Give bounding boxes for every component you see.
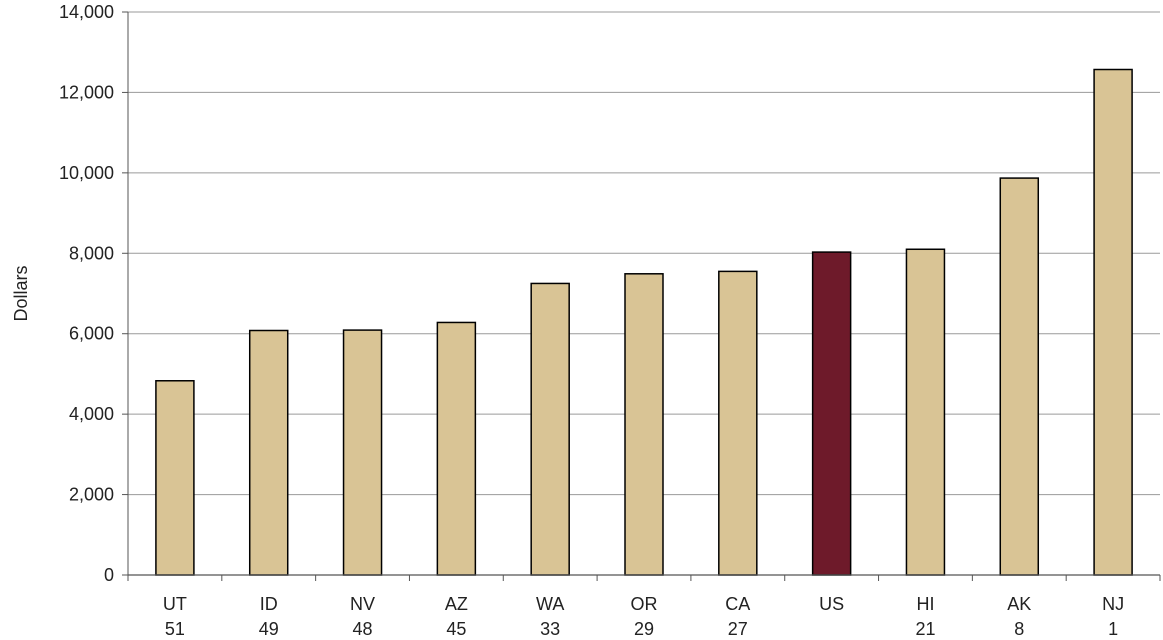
y-tick-label: 8,000	[69, 243, 114, 263]
y-axis-title: Dollars	[11, 265, 31, 321]
x-tick-label: AZ	[445, 594, 468, 614]
bar-ak	[999, 177, 1040, 576]
x-rank-label: 1	[1108, 619, 1118, 639]
x-tick-label: NV	[350, 594, 375, 614]
x-rank-label: 21	[915, 619, 935, 639]
bar-or	[624, 273, 664, 576]
x-tick-label: HI	[916, 594, 934, 614]
x-rank-label: 33	[540, 619, 560, 639]
x-tick-label: OR	[631, 594, 658, 614]
x-rank-label: 49	[259, 619, 279, 639]
x-rank-label: 27	[728, 619, 748, 639]
bar-ut	[155, 380, 195, 576]
x-tick-label: WA	[536, 594, 564, 614]
x-tick-label: US	[819, 594, 844, 614]
bar-nv	[342, 329, 383, 576]
bar-hi	[905, 248, 946, 576]
bar-us	[811, 251, 852, 576]
y-tick-label: 6,000	[69, 324, 114, 344]
x-rank-label: 48	[353, 619, 373, 639]
bar-nj	[1093, 68, 1133, 576]
y-tick-label: 14,000	[59, 2, 114, 22]
x-rank-label: 51	[165, 619, 185, 639]
y-tick-label: 10,000	[59, 163, 114, 183]
y-axis: 0 2,000 4,000 6,000 8,000 10,000 12,000 14,000	[59, 2, 129, 585]
bar-id	[248, 329, 289, 576]
x-tick-label: ID	[260, 594, 278, 614]
bar-ca	[718, 270, 758, 576]
x-rank-label: 29	[634, 619, 654, 639]
x-rank-label: 45	[446, 619, 466, 639]
x-tick-label: CA	[725, 594, 750, 614]
bar-wa	[530, 282, 570, 576]
y-tick-label: 0	[104, 565, 114, 585]
x-axis: UT 51 ID 49 NV 48 AZ 45 WA 33 OR 29 CA 27 US HI 21 AK 8 NJ 1	[127, 574, 1161, 639]
y-tick-label: 12,000	[59, 82, 114, 102]
y-tick-label: 2,000	[69, 485, 114, 505]
y-tick-label: 4,000	[69, 404, 114, 424]
x-rank-label: 8	[1014, 619, 1024, 639]
bars	[155, 68, 1133, 576]
x-tick-label: UT	[163, 594, 187, 614]
x-tick-label: AK	[1007, 594, 1031, 614]
bar-az	[436, 321, 477, 576]
x-tick-label: NJ	[1102, 594, 1124, 614]
